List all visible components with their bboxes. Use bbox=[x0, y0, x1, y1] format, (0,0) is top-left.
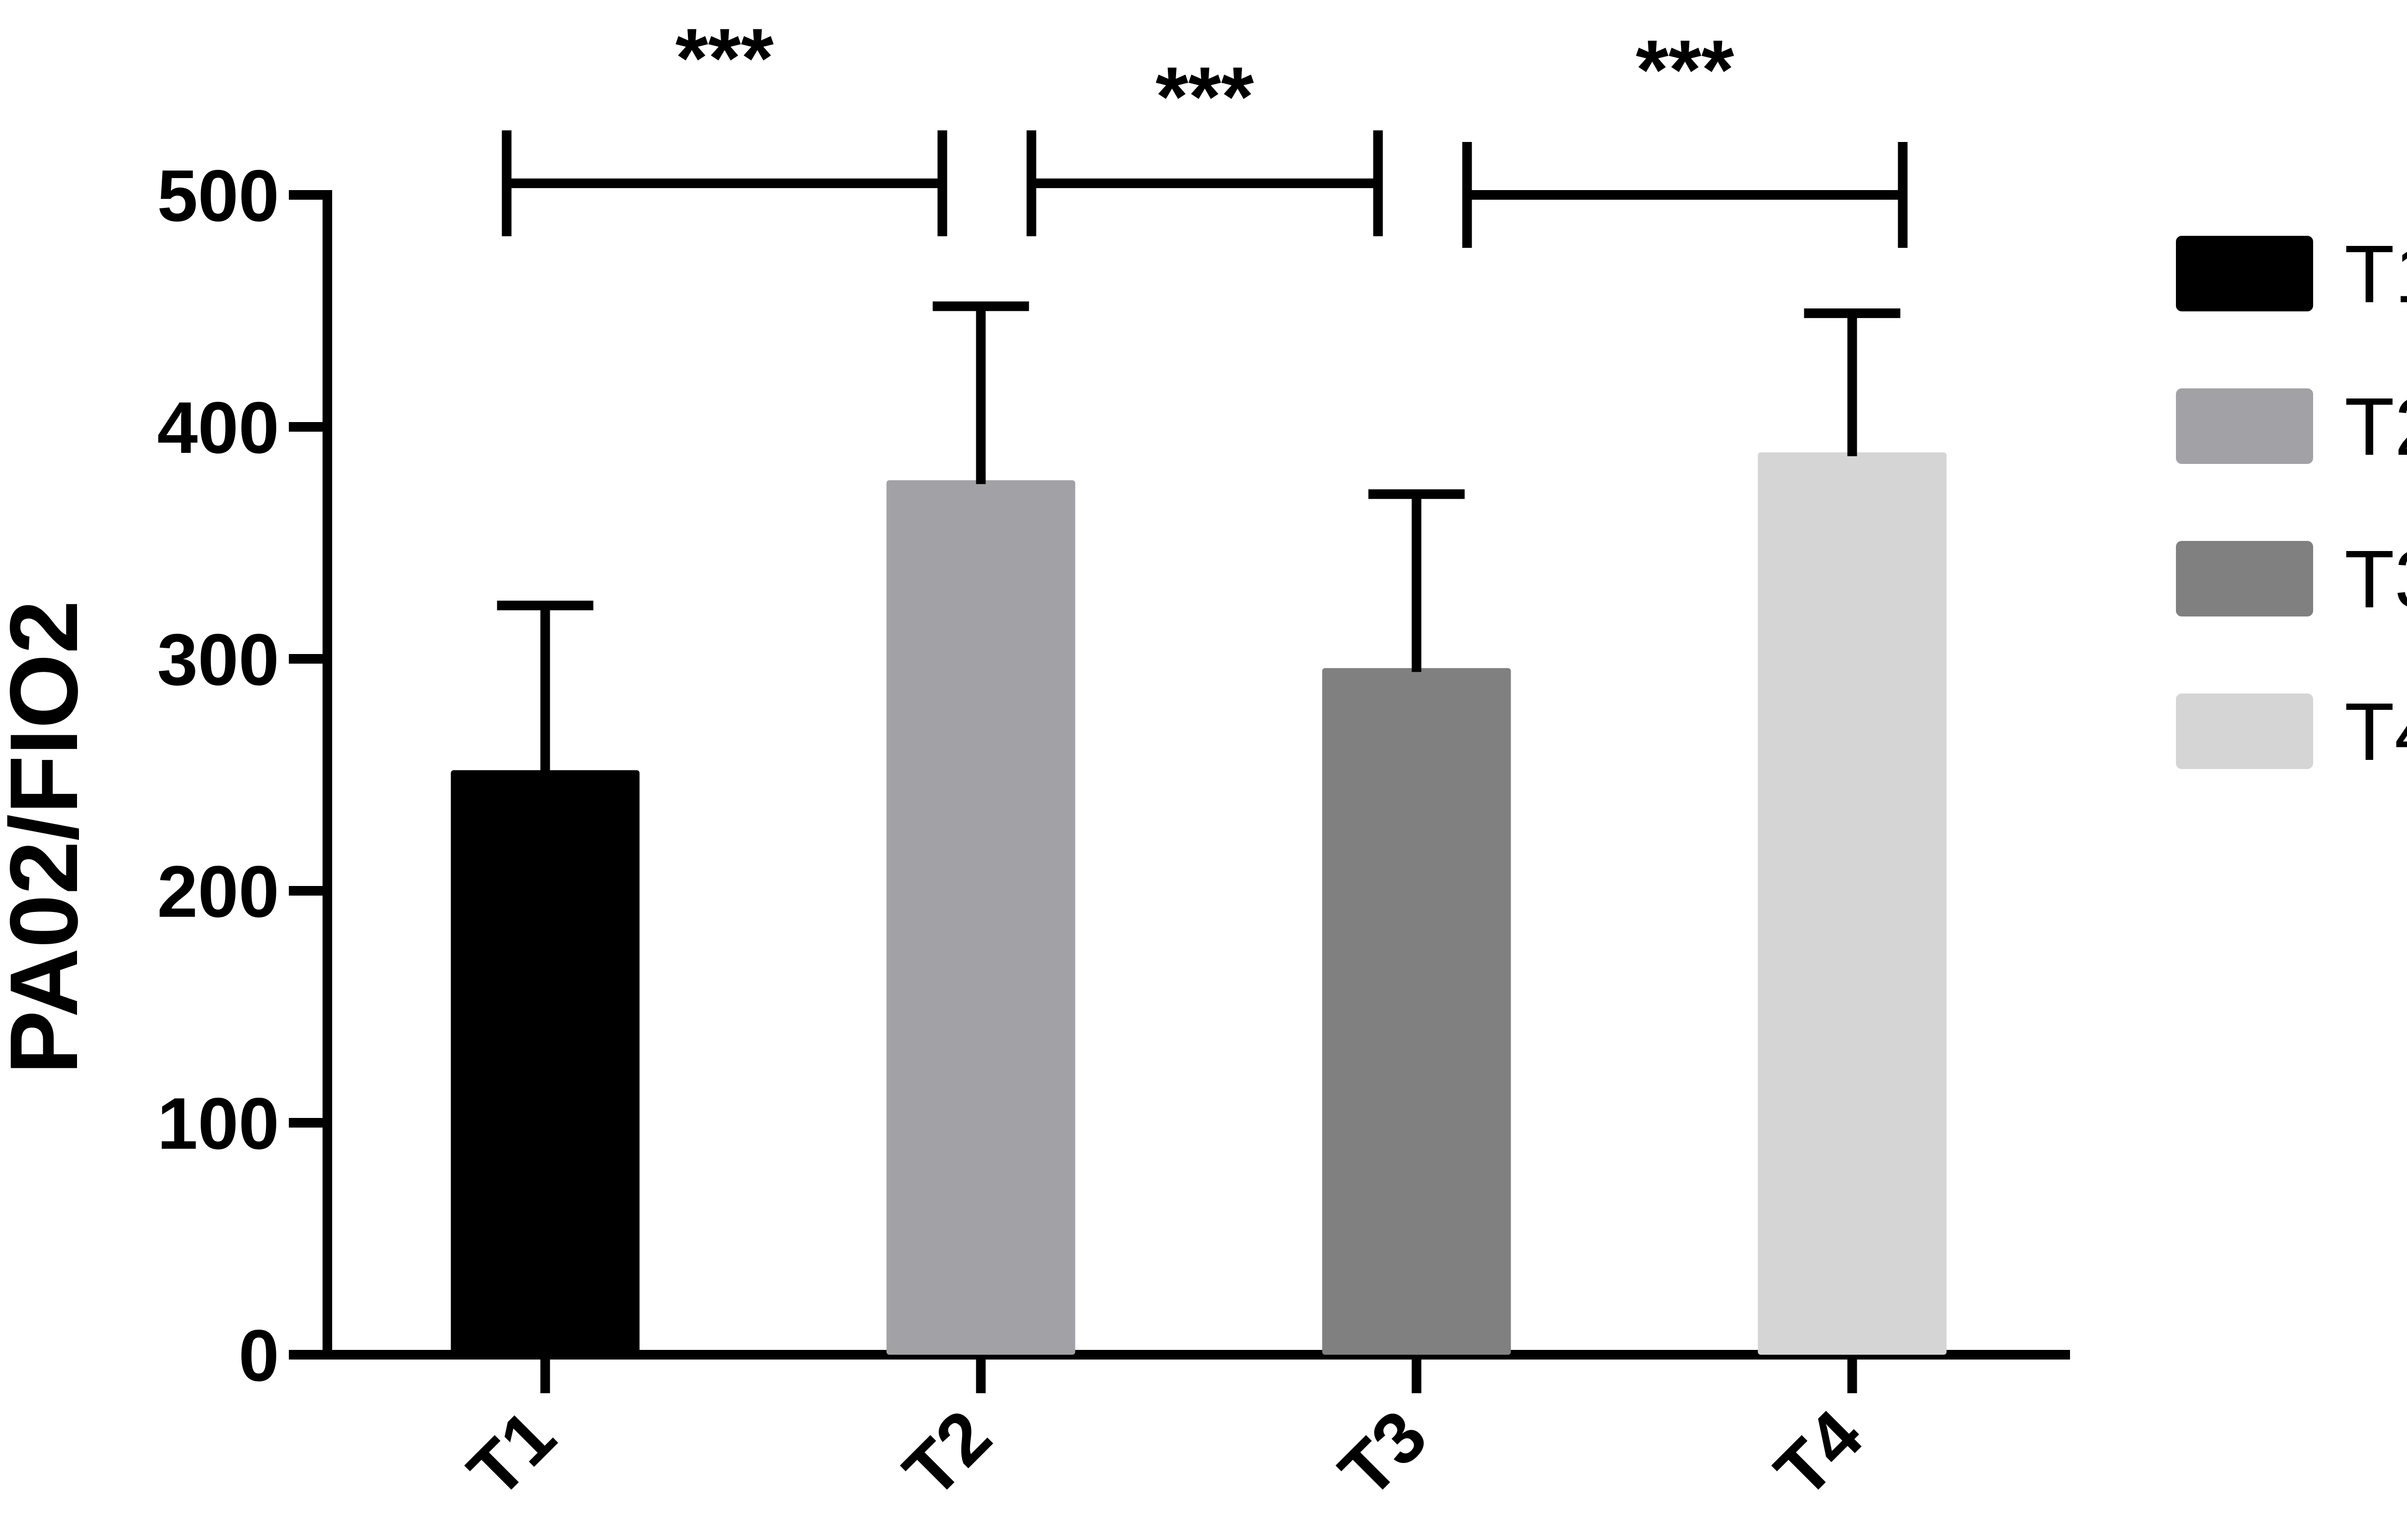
legend-label: T3 bbox=[2344, 534, 2407, 625]
y-tick-label: 200 bbox=[157, 851, 279, 933]
y-tick-label: 300 bbox=[157, 619, 279, 701]
x-tick-label: T3 bbox=[1324, 1395, 1442, 1513]
legend-swatch bbox=[2176, 236, 2313, 311]
legend: T1 T2 T3 T4 bbox=[2176, 229, 2407, 778]
sig-label: *** bbox=[675, 12, 774, 105]
y-tick-label: 500 bbox=[157, 155, 279, 237]
bar-t2 bbox=[886, 480, 1075, 1355]
legend-swatch bbox=[2176, 541, 2313, 616]
legend-swatch bbox=[2176, 693, 2313, 769]
x-tick-label: T4 bbox=[1760, 1395, 1878, 1513]
bar-t3 bbox=[1322, 668, 1511, 1355]
y-tick-label: 100 bbox=[157, 1083, 279, 1165]
legend-label: T1 bbox=[2344, 229, 2407, 320]
bar-t4 bbox=[1758, 452, 1947, 1355]
y-tick-label: 400 bbox=[157, 387, 279, 469]
x-tick-label: T1 bbox=[453, 1395, 571, 1513]
legend-swatch bbox=[2176, 388, 2313, 464]
error-bars bbox=[497, 301, 1901, 774]
legend-label: T4 bbox=[2344, 686, 2407, 778]
legend-label: T2 bbox=[2344, 381, 2407, 473]
sig-label: *** bbox=[1155, 50, 1254, 144]
sig-label: *** bbox=[1636, 23, 1734, 117]
y-tick-label: 0 bbox=[238, 1315, 279, 1397]
y-axis-label: PA02/FIO2 bbox=[0, 600, 98, 1075]
x-tick-label: T2 bbox=[888, 1395, 1007, 1513]
significance-brackets: *** *** *** bbox=[502, 12, 1908, 248]
bars bbox=[451, 452, 1947, 1355]
bar-t1 bbox=[451, 770, 640, 1355]
